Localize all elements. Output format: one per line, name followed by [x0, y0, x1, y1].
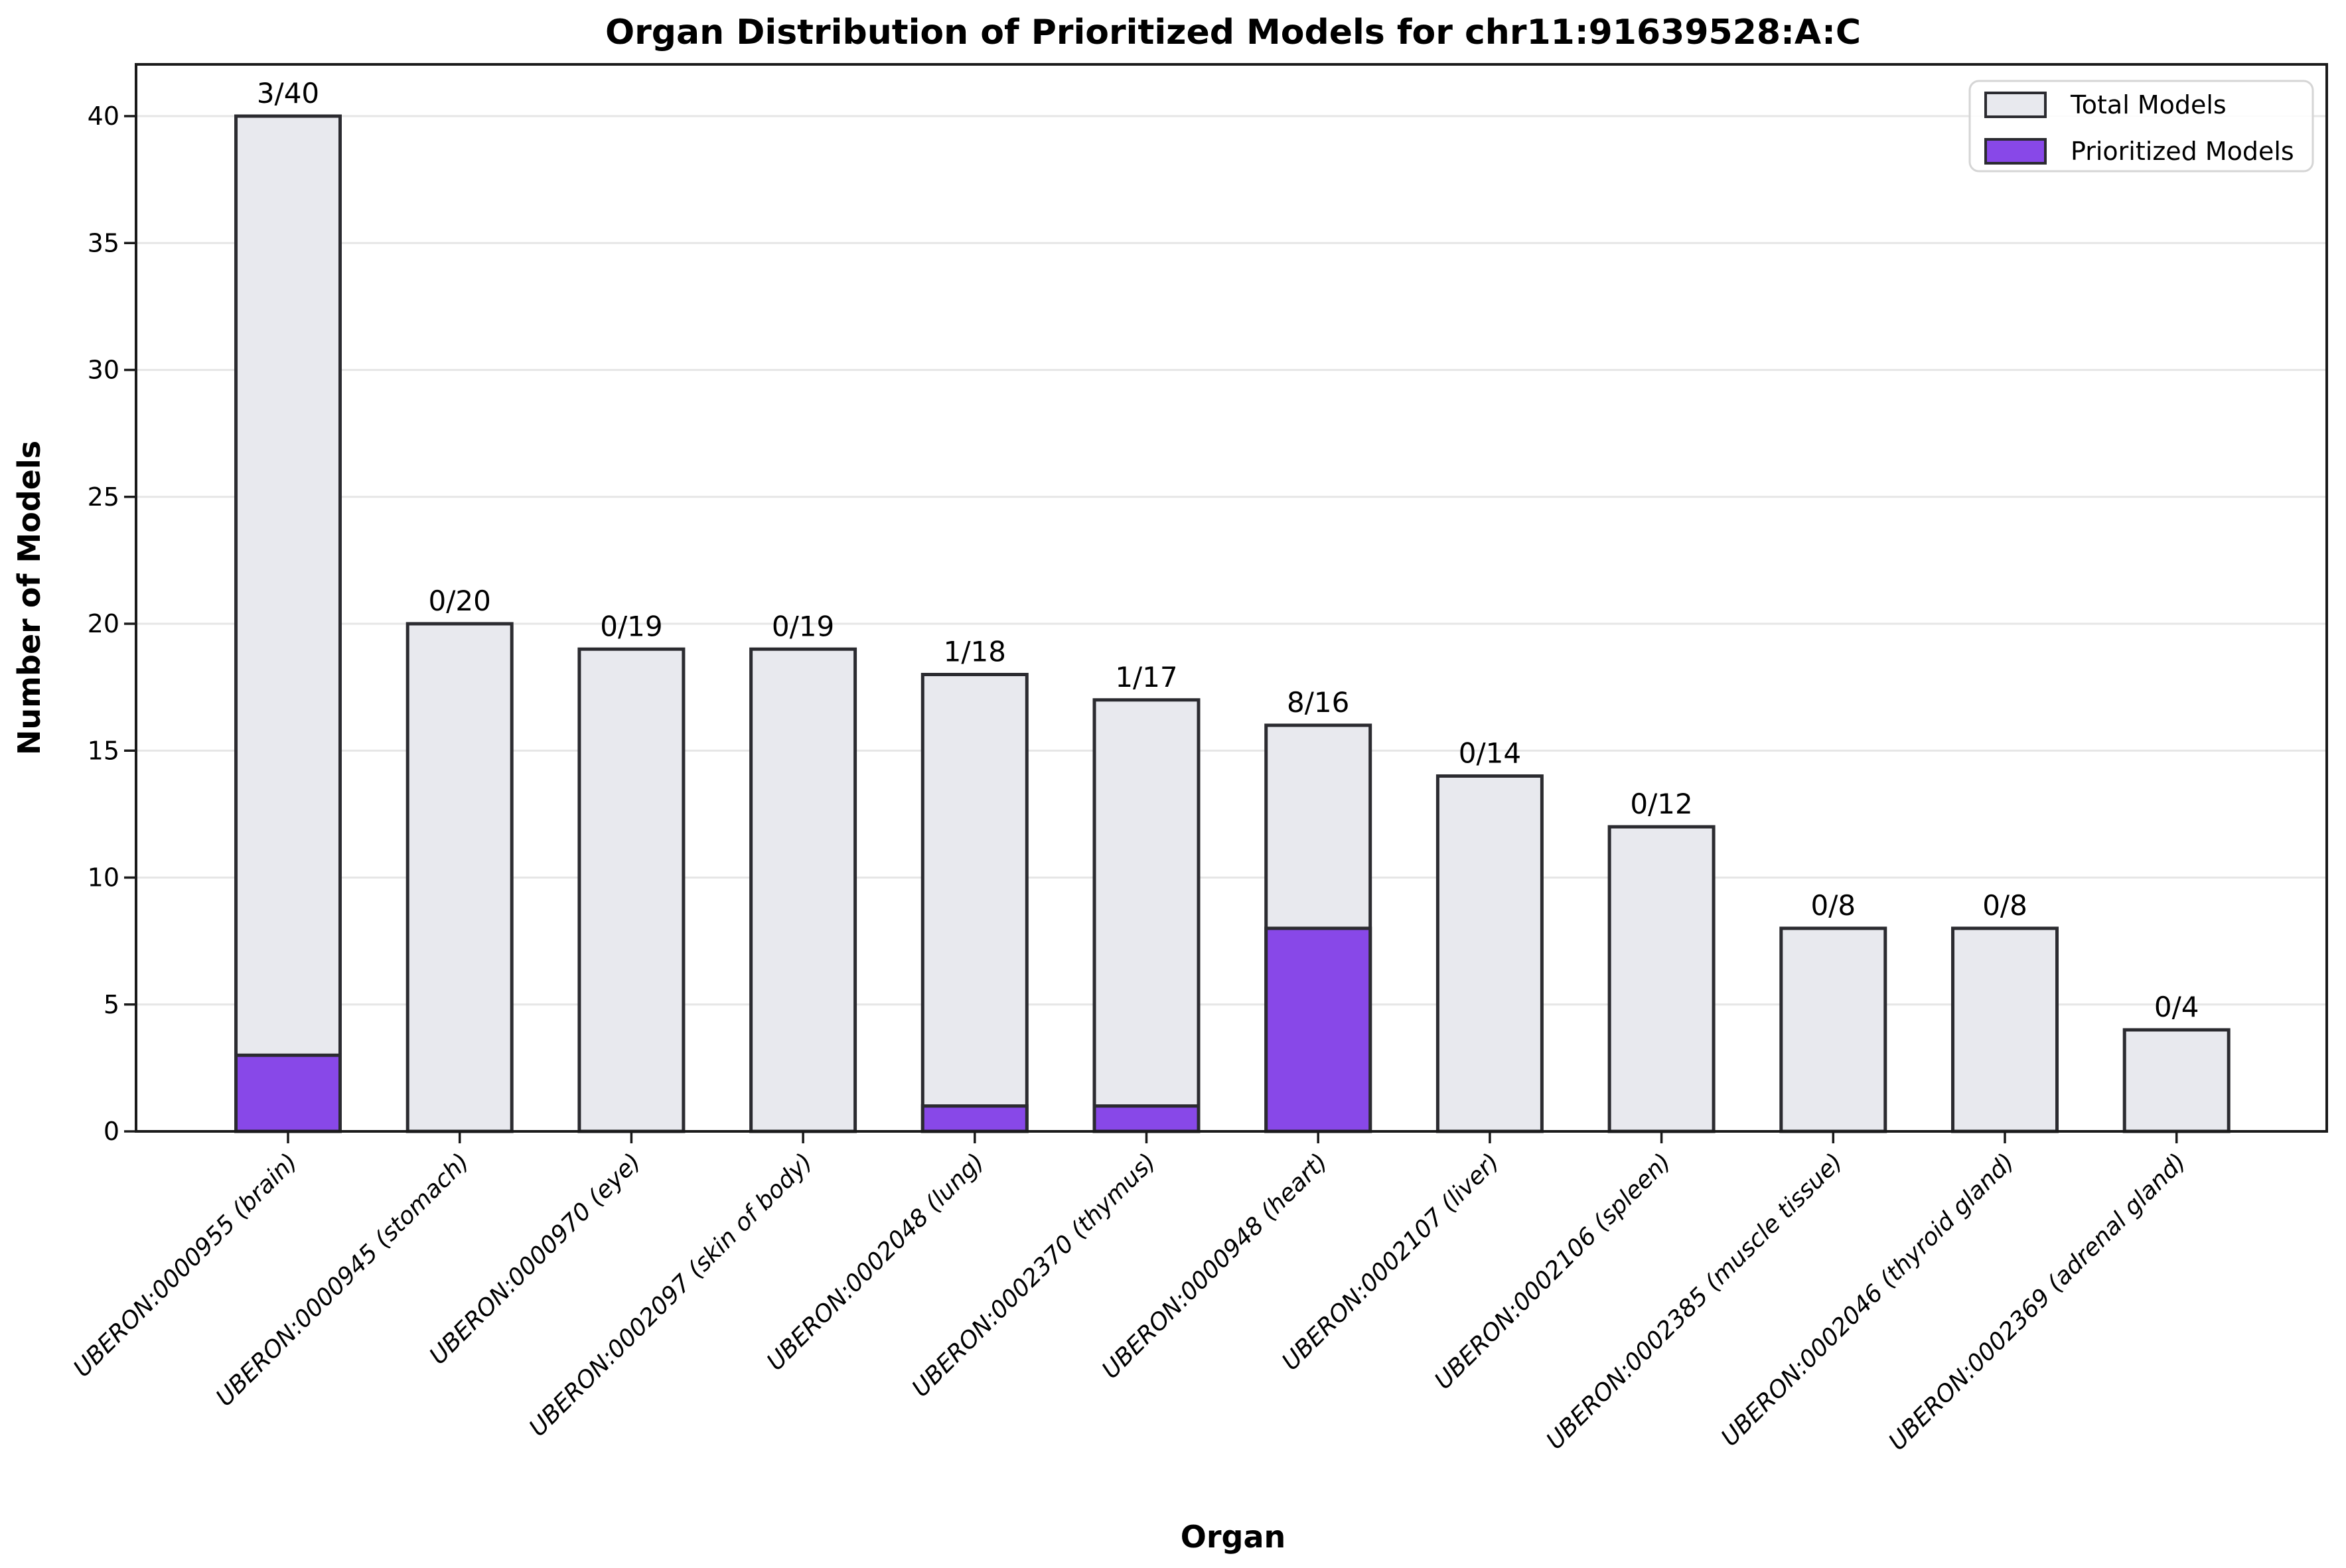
bar-total — [1779, 926, 1887, 1133]
bar-total — [1092, 698, 1201, 1133]
bar-count-label: 0/12 — [1630, 788, 1692, 820]
y-tick-label: 15 — [88, 736, 119, 765]
bar-count-label: 1/18 — [944, 636, 1006, 668]
bar-count-label: 0/8 — [1811, 889, 1856, 922]
x-axis-title: Organ — [1181, 1519, 1286, 1555]
y-tick-label: 10 — [88, 863, 119, 892]
bar-count-label: 8/16 — [1287, 686, 1349, 719]
bar-count-label: 3/40 — [257, 77, 319, 109]
bar-count-label: 0/19 — [600, 610, 662, 642]
x-tick-label: UBERON:0002097 (skin of body) — [524, 1148, 818, 1442]
y-tick-label: 35 — [88, 228, 119, 257]
legend-swatch-prioritized — [1984, 138, 2047, 165]
y-tick-label: 5 — [104, 990, 119, 1019]
y-tick-label: 0 — [104, 1117, 119, 1146]
bar-total — [749, 647, 857, 1133]
y-tick-label: 25 — [88, 482, 119, 512]
x-tick-label: UBERON:0002369 (adrenal gland) — [1883, 1148, 2191, 1456]
bar-total — [2122, 1028, 2231, 1133]
plot-border — [135, 63, 2328, 1133]
bar-total — [1607, 825, 1716, 1133]
bar-prioritized — [1092, 1104, 1201, 1133]
bar-total — [1951, 926, 2059, 1133]
bar-total — [920, 673, 1029, 1133]
bar-count-label: 0/4 — [2154, 991, 2199, 1023]
legend-label: Prioritized Models — [2071, 137, 2294, 166]
bar-total — [405, 622, 514, 1133]
bar-prioritized — [1264, 926, 1372, 1133]
bar-total — [1435, 774, 1544, 1133]
bar-count-label: 1/17 — [1115, 661, 1177, 693]
bar-total — [577, 647, 686, 1133]
x-tick-label: UBERON:0002046 (thyroid gland) — [1716, 1148, 2020, 1452]
legend-swatch-total — [1984, 92, 2047, 118]
y-tick-label: 20 — [88, 609, 119, 638]
bar-count-label: 0/14 — [1459, 737, 1521, 770]
bar-count-label: 0/8 — [1982, 889, 2027, 922]
bar-prioritized — [234, 1053, 342, 1133]
y-tick-label: 40 — [88, 102, 119, 131]
x-tick-label: UBERON:0002385 (muscle tissue) — [1541, 1148, 1848, 1455]
y-axis-title: Number of Models — [11, 441, 47, 755]
legend-box — [1968, 80, 2314, 173]
chart-title: Organ Distribution of Prioritized Models… — [605, 13, 1861, 52]
bar-count-label: 0/20 — [429, 585, 491, 617]
legend-label: Total Models — [2070, 90, 2227, 119]
bar-count-label: 0/19 — [772, 610, 834, 642]
y-tick-label: 30 — [88, 356, 119, 385]
bar-prioritized — [920, 1104, 1029, 1133]
bar-total — [234, 114, 342, 1133]
